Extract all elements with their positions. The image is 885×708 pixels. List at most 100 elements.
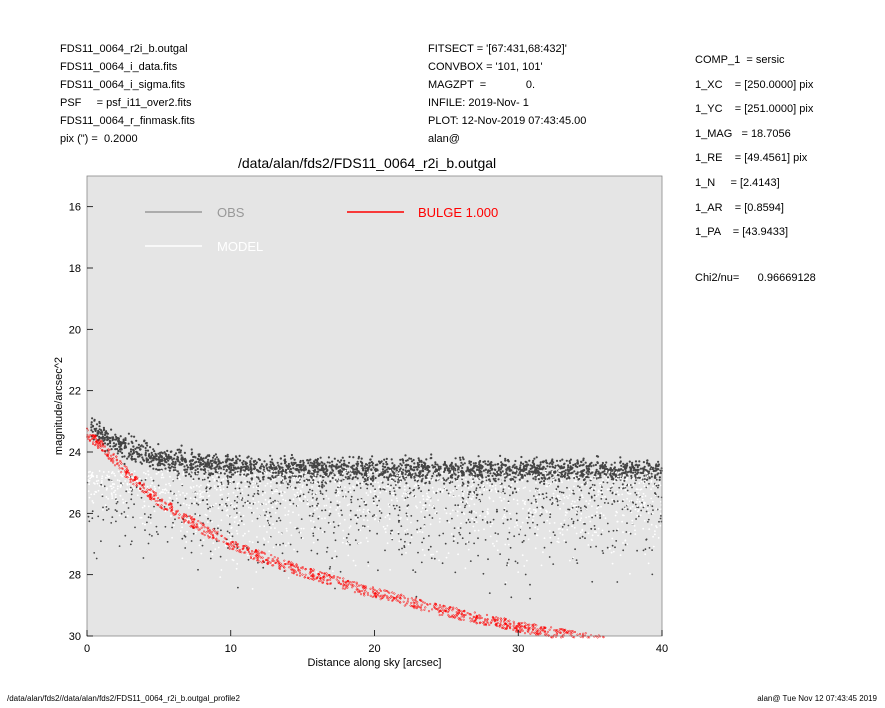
obs-point xyxy=(489,463,493,466)
bulge-point xyxy=(208,529,211,532)
model-point xyxy=(139,516,142,519)
model-point xyxy=(515,522,518,524)
obs-point xyxy=(145,457,148,460)
model-point xyxy=(218,471,221,474)
obs-point xyxy=(217,462,220,465)
obs-point xyxy=(524,534,527,537)
obs-point xyxy=(269,467,272,470)
model-point xyxy=(533,508,535,511)
bulge-point xyxy=(438,604,442,607)
obs-point xyxy=(492,472,495,475)
model-point xyxy=(279,473,282,476)
obs-point xyxy=(484,462,487,465)
model-point xyxy=(638,509,640,511)
model-point xyxy=(631,522,634,525)
model-point xyxy=(532,515,535,518)
obs-point xyxy=(124,437,127,440)
model-point xyxy=(196,472,198,475)
model-point xyxy=(511,476,514,478)
obs-point xyxy=(353,468,356,471)
obs-point xyxy=(656,468,659,471)
obs-point xyxy=(190,551,193,554)
model-point xyxy=(600,481,603,484)
obs-point xyxy=(475,487,478,490)
model-point xyxy=(378,471,381,474)
obs-point xyxy=(244,461,247,464)
obs-point xyxy=(362,476,365,479)
obs-point xyxy=(563,466,566,469)
obs-point xyxy=(506,564,508,567)
chart-title: /data/alan/fds2/FDS11_0064_r2i_b.outgal xyxy=(238,155,497,171)
bulge-point xyxy=(366,591,369,594)
model-point xyxy=(254,482,257,485)
obs-point xyxy=(397,532,400,535)
obs-point xyxy=(630,470,633,473)
obs-point xyxy=(634,503,637,506)
model-point xyxy=(113,472,115,475)
bulge-point xyxy=(596,636,599,639)
obs-point xyxy=(506,466,510,469)
model-point xyxy=(336,507,339,509)
obs-point xyxy=(459,527,462,529)
obs-point xyxy=(426,466,429,469)
obs-point xyxy=(315,499,318,501)
obs-point xyxy=(366,483,369,486)
obs-point xyxy=(526,480,529,483)
bulge-point xyxy=(452,606,455,609)
model-point xyxy=(399,471,402,474)
model-point xyxy=(600,491,602,494)
obs-point xyxy=(159,451,162,454)
model-point xyxy=(362,511,365,513)
obs-point xyxy=(565,459,568,462)
obs-point xyxy=(417,457,420,460)
model-point xyxy=(551,470,554,473)
obs-point xyxy=(164,525,167,528)
param-line: 1_MAG = 18.7056 xyxy=(695,127,791,140)
obs-point xyxy=(151,453,154,457)
obs-point xyxy=(226,486,229,489)
obs-point xyxy=(588,468,591,471)
model-point xyxy=(242,534,245,537)
obs-point xyxy=(130,493,133,496)
obs-point xyxy=(217,527,219,530)
model-point xyxy=(556,494,559,497)
obs-point xyxy=(385,468,388,471)
obs-point xyxy=(244,501,247,504)
model-point xyxy=(219,483,222,486)
obs-point xyxy=(102,426,105,429)
obs-point xyxy=(368,464,371,467)
obs-point xyxy=(468,511,471,513)
model-point xyxy=(360,499,363,501)
obs-point xyxy=(223,472,226,475)
model-point xyxy=(437,470,440,473)
obs-point xyxy=(473,481,475,484)
model-points-group xyxy=(86,469,663,590)
obs-point xyxy=(584,461,587,464)
obs-point xyxy=(600,498,603,500)
obs-point xyxy=(156,463,159,466)
obs-point xyxy=(480,466,484,469)
bulge-point xyxy=(304,568,307,571)
model-point xyxy=(522,499,524,502)
obs-point xyxy=(442,532,445,535)
obs-point xyxy=(207,458,210,461)
model-point xyxy=(297,494,300,497)
model-point xyxy=(578,489,581,491)
model-point xyxy=(357,542,360,545)
obs-point xyxy=(209,550,212,553)
obs-point xyxy=(280,462,283,465)
obs-point xyxy=(525,464,528,467)
model-point xyxy=(252,486,255,489)
obs-point xyxy=(467,481,470,484)
obs-point xyxy=(405,463,408,466)
model-point xyxy=(120,484,123,487)
obs-point xyxy=(390,458,393,461)
model-point xyxy=(398,477,401,480)
obs-point xyxy=(502,490,504,493)
header-left-line: FDS11_0064_r2i_b.outgal xyxy=(60,43,188,55)
obs-point xyxy=(214,458,217,461)
obs-point xyxy=(468,493,470,496)
obs-point xyxy=(232,469,235,472)
obs-point xyxy=(599,472,602,475)
obs-point xyxy=(203,469,206,472)
